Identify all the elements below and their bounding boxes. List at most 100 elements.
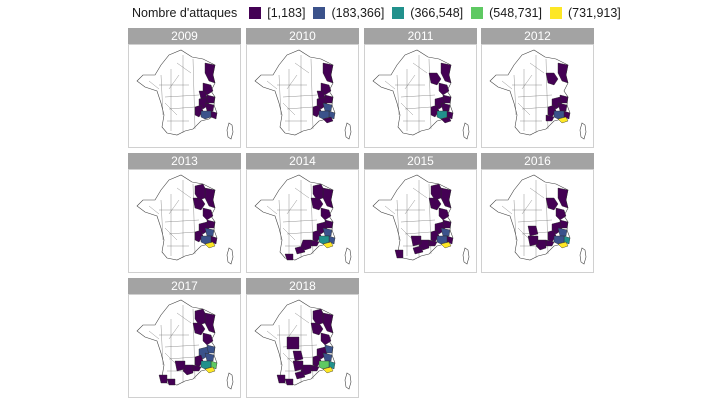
region-pyrenees [276,374,286,384]
department-border [404,106,432,110]
region-alpesdhp [200,235,212,245]
map-2015 [364,169,477,273]
department-border [168,106,196,110]
corsica-outline [226,247,234,265]
region-var [204,241,216,249]
region-jura [202,332,214,346]
region-jura [438,207,450,221]
region-hautesalpes [557,227,568,237]
region-cantal [292,350,304,362]
department-borders [384,55,436,133]
department-border [384,205,396,215]
map-2009 [128,44,241,148]
department-border [148,330,160,340]
region-vaucluse [545,114,555,122]
region-vosges [557,62,569,84]
region-alpesdhp [200,110,212,120]
region-alpesdhp [436,235,448,245]
region-var [322,366,334,374]
region-alpesdhp [318,110,330,120]
legend-swatch-1 [249,7,262,19]
department-border [164,219,200,223]
map-2013 [128,169,241,273]
department-border [294,312,310,324]
facet-panel-2010: 2010 [246,28,359,148]
department-border [160,74,164,116]
department-border [164,352,178,366]
region-meuse [312,308,324,326]
department-border [404,199,416,215]
region-pyrenees [394,249,404,259]
map-svg-2017 [136,299,234,390]
region-aveyron [527,235,539,247]
region-hautesalpes [204,352,215,362]
map-2014 [246,169,359,273]
department-borders [148,305,200,383]
region-gard [418,239,430,251]
region-hautesalpes [204,227,215,237]
department-border [428,58,432,130]
legend-swatch-2 [313,7,326,19]
region-centre [286,336,300,350]
department-border [176,62,192,74]
region-aveyron [174,360,186,372]
department-border [168,324,180,340]
legend-label-4: (548,731] [489,6,542,20]
department-border [286,231,314,235]
department-borders [148,55,200,133]
map-svg-2010 [254,49,352,140]
facet-panel-2009: 2009 [128,28,241,148]
department-border [517,94,553,98]
legend-swatch-4 [471,7,484,19]
map-2016 [481,169,594,273]
department-border [294,187,310,199]
map-2018 [246,294,359,398]
region-meuse [194,183,206,201]
facet-strip-2018: 2018 [246,278,359,294]
region-gard [300,239,312,251]
department-borders [384,180,436,258]
map-svg-2015 [372,174,470,265]
department-border [294,62,310,74]
region-var [557,241,569,249]
region-haute-marne [545,197,559,211]
region-alpesdhp [318,360,330,370]
department-border [278,74,282,116]
department-border [266,330,278,340]
department-border [400,219,436,223]
region-ain [316,90,326,100]
legend-label-5: (731,913] [567,6,621,20]
region-gard [535,239,547,251]
legend-item-5: (731,913] [549,6,621,20]
region-alpesdhp [200,360,212,370]
region-alpesdhp [318,235,330,245]
department-border [396,199,400,241]
department-border [521,74,533,90]
region-jura [320,332,332,346]
facet-panel-2014: 2014 [246,153,359,273]
department-border [529,187,545,199]
corsica-outline [344,247,352,265]
department-border [286,74,298,90]
region-ariege [166,378,176,386]
map-svg-2014 [254,174,352,265]
legend-label-3: (366,548] [410,6,464,20]
corsica-outline [462,122,470,140]
department-border [501,80,513,90]
department-border [148,80,160,90]
map-svg-2012 [489,49,587,140]
facet-strip-2011: 2011 [364,28,477,44]
france-outline [489,49,571,136]
facet-panel-2015: 2015 [364,153,477,273]
department-border [282,352,296,366]
map-2011 [364,44,477,148]
department-border [517,219,553,223]
region-vosges [322,62,334,84]
corsica-outline [579,247,587,265]
department-border [282,102,296,116]
legend-item-4: (548,731] [471,6,542,20]
department-border [384,80,396,90]
facet-strip-2013: 2013 [128,153,241,169]
legend-swatch-5 [549,7,562,19]
region-herault [412,245,424,255]
